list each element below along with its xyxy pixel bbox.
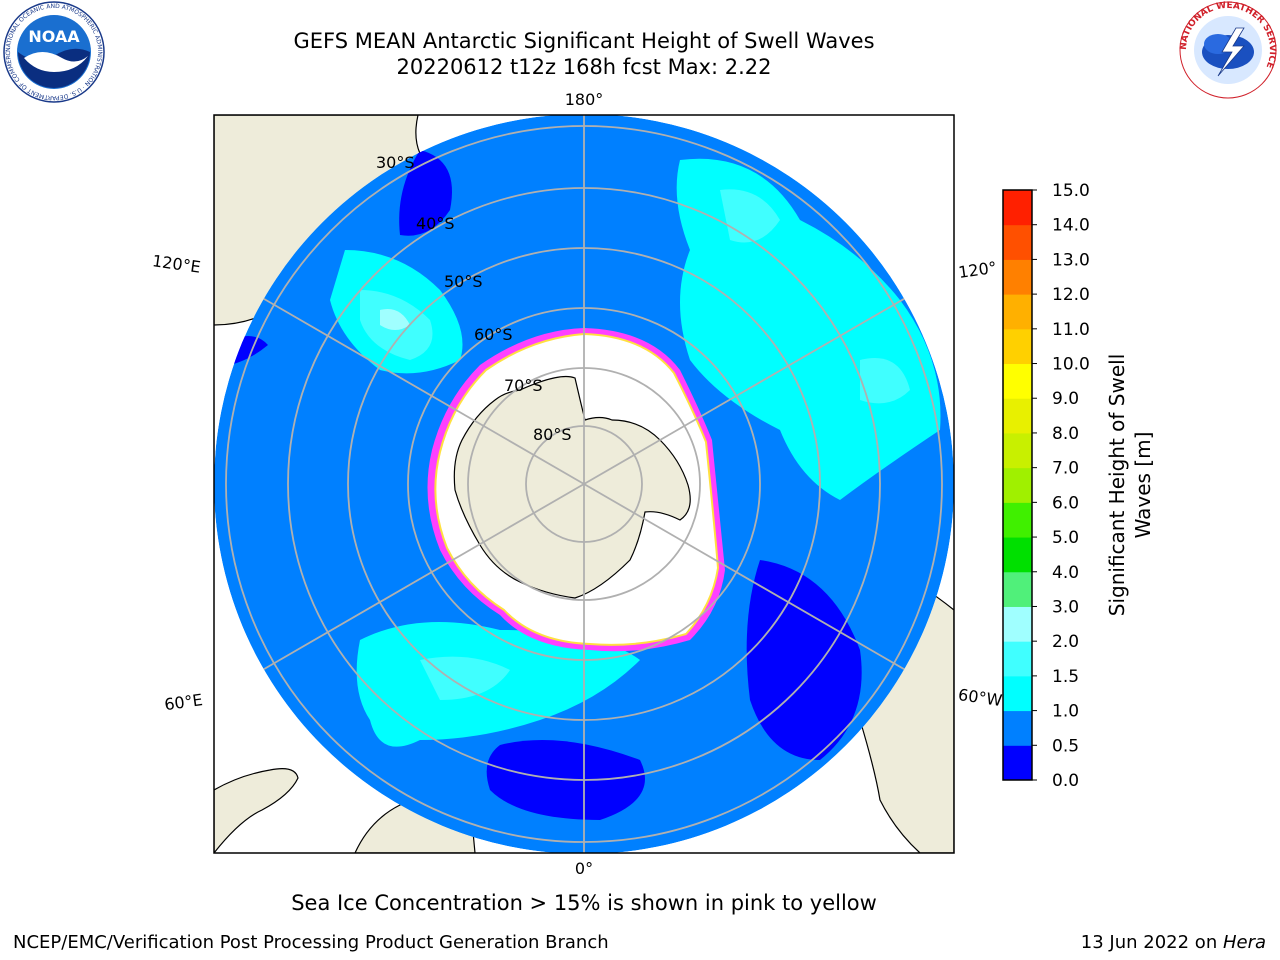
colorbar-tick-label: 0.0 bbox=[1052, 771, 1079, 791]
footer-date: 13 Jun 2022 on Hera bbox=[1081, 932, 1266, 953]
colorbar-tick-label: 2.0 bbox=[1052, 632, 1079, 652]
africa-land bbox=[214, 768, 299, 853]
colorbar-tick-label: 6.0 bbox=[1052, 493, 1079, 513]
longitude-labels: 180° 0° 120°E 120° 60°E 60°W bbox=[151, 90, 1004, 878]
sea-ice-note: Sea Ice Concentration > 15% is shown in … bbox=[291, 891, 877, 915]
nws-logo: NATIONAL WEATHER SERVICE bbox=[1179, 1, 1277, 99]
map-frame bbox=[213, 114, 955, 854]
colorbar-segment bbox=[1003, 467, 1032, 503]
colorbar-segment bbox=[1003, 432, 1032, 469]
map-area: 30°S 40°S 50°S 60°S 70°S 80°S bbox=[214, 115, 954, 853]
colorbar-tick-label: 3.0 bbox=[1052, 597, 1079, 617]
colorbar-segment bbox=[1003, 606, 1032, 642]
noaa-logo: NOAA NATIONAL OCEANIC AND ATMOSPHERIC AD… bbox=[2, 0, 105, 103]
lat-label-80: 80°S bbox=[533, 425, 572, 444]
swell-field bbox=[230, 150, 941, 820]
colorbar-tick-label: 1.0 bbox=[1052, 702, 1079, 722]
colorbar-tick-label: 4.0 bbox=[1052, 563, 1079, 583]
colorbar-frame bbox=[1002, 189, 1033, 781]
colorbar-segment bbox=[1003, 190, 1032, 226]
lat-label-30: 30°S bbox=[376, 153, 415, 172]
colorbar-segment bbox=[1003, 502, 1032, 538]
colorbar-segment bbox=[1003, 398, 1032, 434]
lon-label-60e: 60°E bbox=[163, 690, 204, 714]
lon-label-0: 0° bbox=[575, 859, 593, 878]
latitude-labels: 30°S 40°S 50°S 60°S 70°S 80°S bbox=[376, 153, 572, 444]
colorbar-segment bbox=[1003, 294, 1032, 330]
colorbar-tick-label: 5.0 bbox=[1052, 528, 1079, 548]
colorbar-segment bbox=[1003, 571, 1032, 607]
footer-host: Hera bbox=[1222, 932, 1266, 953]
colorbar-tick-label: 14.0 bbox=[1052, 216, 1090, 236]
colorbar-segment bbox=[1003, 641, 1032, 677]
footer-date-text: 13 Jun 2022 on bbox=[1080, 932, 1223, 953]
colorbar-tick-label: 7.0 bbox=[1052, 459, 1079, 479]
lon-label-180: 180° bbox=[565, 90, 604, 109]
lat-label-40: 40°S bbox=[416, 214, 455, 233]
colorbar-tick-label: 8.0 bbox=[1052, 424, 1079, 444]
footer-credit: NCEP/EMC/Verification Post Processing Pr… bbox=[13, 932, 609, 953]
lon-label-120w: 120° bbox=[957, 258, 998, 282]
colorbar-segment bbox=[1003, 710, 1032, 746]
lat-label-60: 60°S bbox=[474, 325, 513, 344]
lat-label-70: 70°S bbox=[504, 376, 543, 395]
noaa-logo-text: NOAA bbox=[28, 27, 80, 46]
antarctica-land bbox=[453, 375, 691, 599]
lat-label-50: 50°S bbox=[444, 272, 483, 291]
graticule bbox=[214, 115, 954, 853]
colorbar-tick-label: 1.5 bbox=[1052, 667, 1079, 687]
colorbar-tick-label: 10.0 bbox=[1052, 355, 1090, 375]
colorbar-tick-label: 0.5 bbox=[1052, 736, 1079, 756]
colorbar-segment bbox=[1003, 259, 1032, 295]
lon-label-120e: 120°E bbox=[151, 251, 202, 277]
colorbar-tick-label: 12.0 bbox=[1052, 285, 1090, 305]
colorbar-tick-label: 11.0 bbox=[1052, 320, 1090, 340]
colorbar-label-line2: Waves [m] bbox=[1131, 432, 1155, 539]
colorbar-label-line1: Significant Height of Swell bbox=[1105, 354, 1129, 616]
colorbar: 0.0 0.5 1.0 1.5 2.0 3.0 4.0 5.0 6.0 7.0 8.0 9.0 10.0… bbox=[1002, 181, 1090, 791]
colorbar-segment bbox=[1003, 224, 1032, 260]
colorbar-segment bbox=[1003, 363, 1032, 399]
chart-subtitle: 20220612 t12z 168h fcst Max: 2.22 bbox=[396, 55, 772, 79]
lon-label-60w: 60°W bbox=[957, 685, 1004, 710]
colorbar-segment bbox=[1003, 675, 1032, 712]
colorbar-tick-label: 15.0 bbox=[1052, 181, 1090, 201]
chart-title: GEFS MEAN Antarctic Significant Height o… bbox=[293, 29, 875, 53]
colorbar-tick-label: 9.0 bbox=[1052, 389, 1079, 409]
colorbar-segment bbox=[1003, 328, 1032, 365]
colorbar-segment bbox=[1003, 537, 1032, 573]
colorbar-segment bbox=[1003, 745, 1032, 781]
colorbar-tick-label: 13.0 bbox=[1052, 250, 1090, 270]
